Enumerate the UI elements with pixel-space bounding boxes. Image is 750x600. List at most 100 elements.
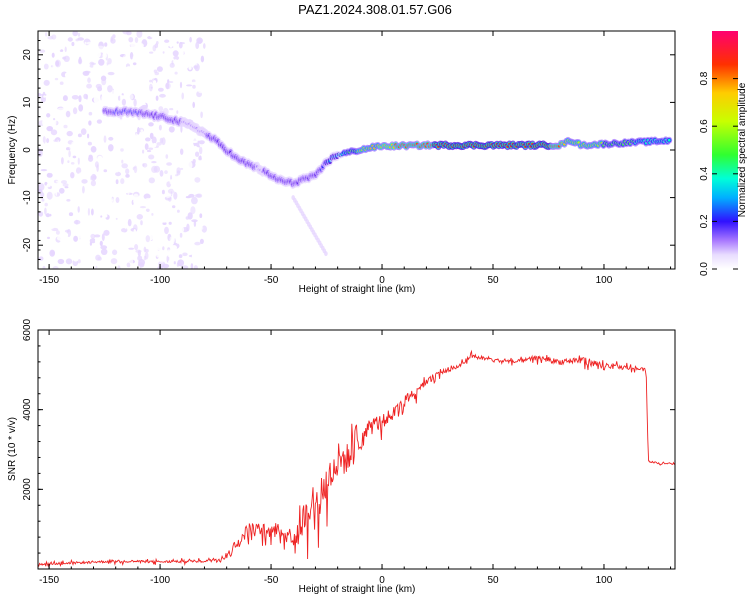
spectrogram-noise-cell	[176, 236, 180, 244]
spectrogram-noise-cell	[159, 93, 166, 98]
spectrogram-noise-cell	[91, 247, 98, 254]
spectrogram-noise-cell	[133, 197, 140, 206]
snr-marks	[38, 349, 675, 568]
spectrogram-noise-cell	[146, 53, 153, 59]
spectrogram-noise-cell	[84, 41, 87, 45]
spectrogram-noise-cell	[115, 153, 121, 156]
spectrogram-noise-cell	[39, 232, 47, 238]
spectrogram-noise-cell	[62, 183, 69, 187]
spectrogram-noise-cell	[104, 150, 109, 154]
spectrogram-noise-cell	[169, 43, 173, 48]
spectrogram-noise-cell	[60, 211, 66, 216]
spectrogram-noise-cell	[48, 226, 54, 230]
spectrogram-noise-cell	[46, 113, 51, 118]
spectrogram-noise-cell	[88, 120, 92, 126]
spectrogram-noise-cell	[56, 235, 64, 241]
spectrogram-noise-cell	[139, 189, 144, 193]
spectrogram-noise-cell	[71, 41, 75, 47]
spectrogram-noise-cell	[38, 183, 45, 191]
spectrogram-noise-cell	[186, 239, 190, 243]
spectrogram-noise-cell	[136, 31, 143, 38]
spectrogram-noise-cell	[38, 93, 42, 97]
spectrogram-noise-cell	[70, 74, 76, 83]
spectrogram-noise-cell	[183, 145, 186, 148]
spectrogram-noise-cell	[138, 172, 142, 176]
spectrogram-noise-cell	[194, 71, 198, 74]
spectrogram-noise-cell	[276, 78, 281, 82]
spectrogram-noise-cell	[128, 93, 134, 100]
spectrogram-noise-cell	[168, 221, 172, 225]
spectrogram-noise-cell	[54, 70, 57, 75]
spectrogram-noise-cell	[172, 50, 179, 57]
spectrogram-noise-cell	[174, 226, 180, 235]
spectrogram-noise-cell	[64, 229, 70, 233]
spectrogram-noise-cell	[194, 177, 201, 183]
spectrogram-noise-cell	[197, 39, 202, 45]
spectrogram-noise-cell	[48, 210, 52, 215]
spectrogram-noise-cell	[146, 149, 152, 153]
spectrogram-noise-cell	[68, 236, 75, 244]
spectrogram-noise-cell	[138, 52, 142, 58]
spectrogram-noise-cell	[44, 181, 48, 186]
spectrogram-noise-cell	[164, 39, 170, 43]
spectrogram-noise-cell	[38, 256, 44, 261]
spectrogram-noise-cell	[76, 180, 82, 183]
spectrogram-noise-cell	[203, 43, 206, 49]
x-tick-label: 100	[596, 575, 613, 586]
spectrogram-noise-cell	[151, 216, 156, 223]
spectrogram-noise-cell	[115, 171, 122, 177]
spectrogram-noise-cell	[148, 187, 153, 196]
spectrogram-branch-cell	[324, 251, 328, 257]
spectrogram-noise-cell	[53, 118, 57, 126]
x-tick-label: -150	[39, 275, 59, 286]
snr-frame	[37, 329, 676, 570]
spectrogram-noise-cell	[111, 125, 116, 132]
spectrogram-noise-cell	[248, 172, 252, 177]
spectrogram-noise-cell	[82, 35, 88, 39]
spectrogram-noise-cell	[192, 101, 195, 108]
spectrogram-noise-cell	[77, 92, 84, 97]
spectrogram-noise-cell	[77, 32, 81, 37]
spectrogram-noise-cell	[194, 50, 200, 56]
spectrogram-noise-cell	[110, 258, 118, 265]
spectrogram-noise-cell	[103, 123, 111, 127]
spectrogram-noise-cell	[67, 250, 72, 258]
spectrogram-noise-cell	[282, 104, 286, 110]
snr-y-ticks: 2000 4000 6000	[22, 318, 675, 570]
spectrogram-noise-cell	[128, 247, 135, 250]
spectrogram-noise-cell	[158, 106, 164, 112]
spectrogram-noise-cell	[78, 104, 84, 112]
spectrogram-noise-cell	[119, 239, 123, 248]
spectrogram-noise-cell	[149, 51, 154, 54]
spectrogram-noise-cell	[172, 41, 177, 47]
spectrogram-noise-cell	[46, 172, 53, 178]
snr-x-axis-label: Height of straight line (km)	[299, 584, 416, 595]
spectrogram-noise-cell	[67, 160, 70, 164]
spectrogram-noise-cell	[182, 252, 188, 257]
spectrogram-noise-cell	[78, 171, 86, 178]
spectrogram-noise-cell	[134, 37, 139, 43]
spectrogram-noise-cell	[333, 216, 338, 221]
spectrogram-noise-cell	[188, 244, 193, 252]
spectrogram-noise-cell	[173, 105, 176, 112]
spectrogram-noise-cell	[162, 246, 165, 251]
spectrogram-noise-cell	[145, 235, 150, 243]
y-tick-label: -20	[22, 238, 33, 253]
spectrogram-noise-cell	[85, 70, 91, 74]
spectrogram-noise-cell	[121, 159, 124, 164]
spectrogram-noise-cell	[327, 150, 330, 154]
colorbar: 0.0 0.2 0.4 0.6 0.8 Normalized spectral ampl…	[699, 31, 748, 276]
spectrogram-noise-cell	[56, 52, 60, 58]
spectrogram-y-axis-label: Frequency (Hz)	[7, 116, 18, 185]
spectrogram-noise-cell	[151, 261, 158, 269]
spectrogram-noise-cell	[240, 108, 244, 113]
spectrogram-noise-cell	[100, 115, 107, 119]
spectrogram-noise-cell	[198, 140, 205, 145]
spectrogram-noise-cell	[266, 147, 270, 151]
spectrogram-noise-cell	[117, 95, 121, 101]
spectrogram-noise-cell	[175, 174, 179, 177]
spectrogram-noise-cell	[144, 143, 149, 151]
spectrogram-noise-cell	[310, 58, 314, 61]
spectrogram-noise-cell	[161, 179, 168, 188]
